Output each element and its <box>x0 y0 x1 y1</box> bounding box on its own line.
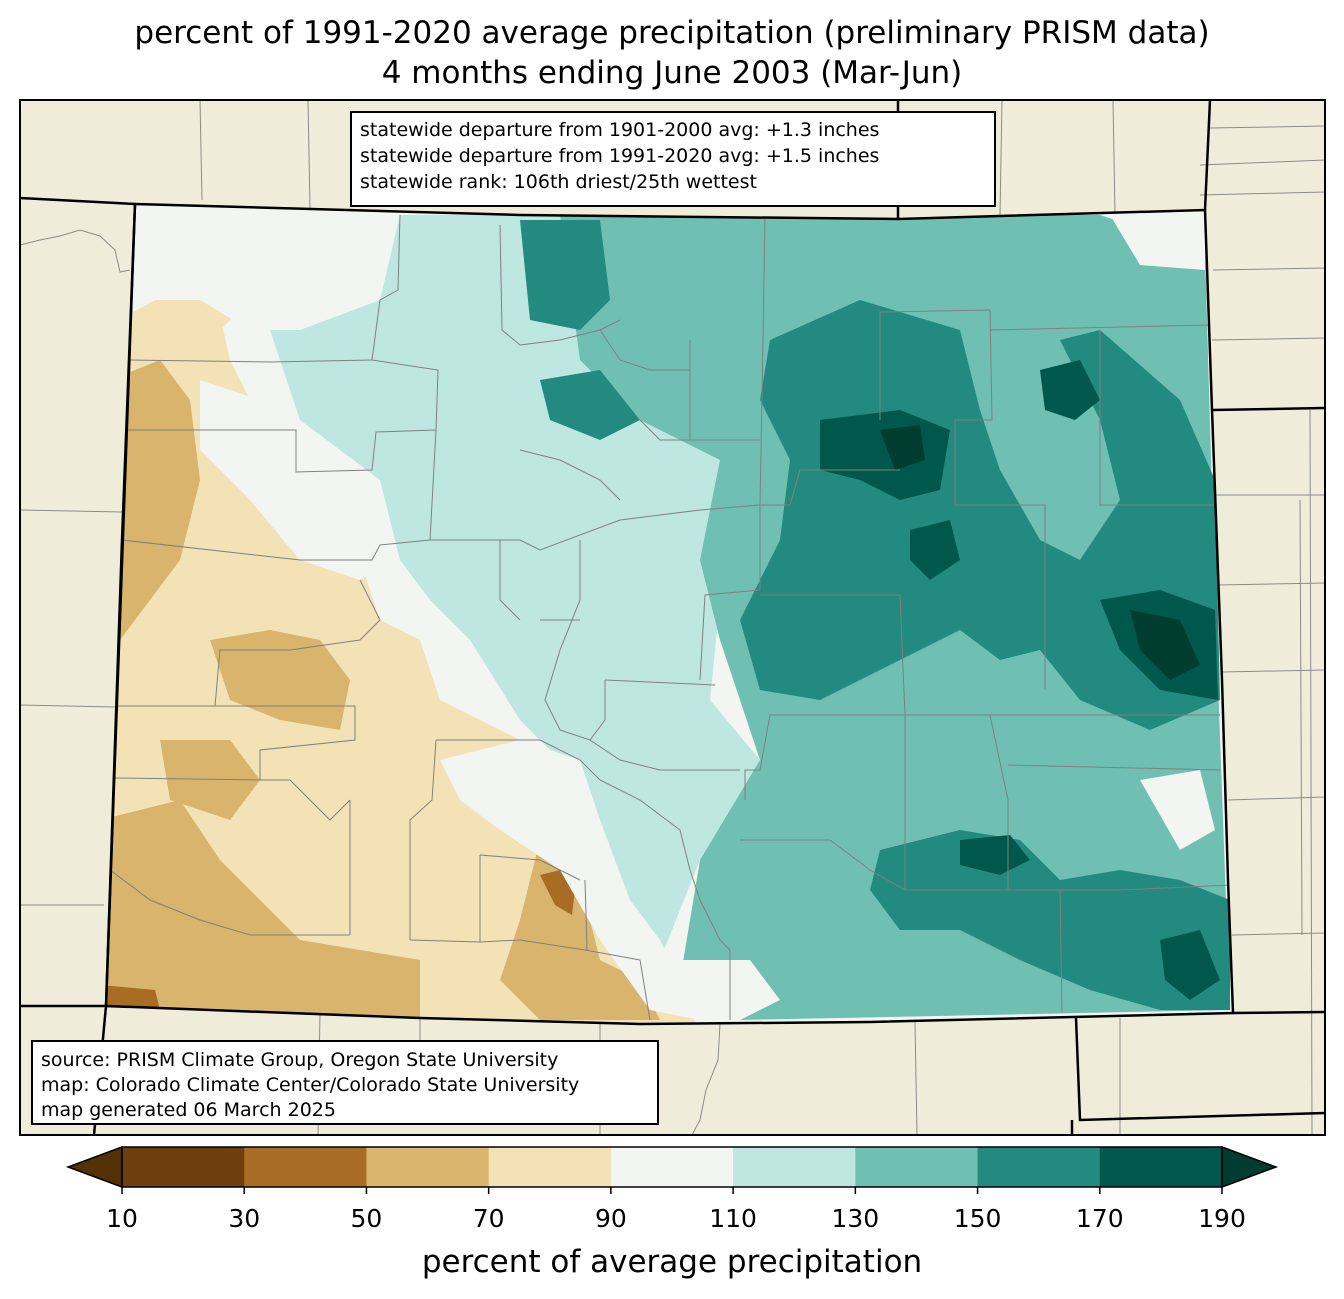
colorbar-tick-label: 90 <box>594 1204 627 1233</box>
colorbar-label: percent of average precipitation <box>421 1244 923 1280</box>
stats-line-2: statewide departure from 1991-2020 avg: … <box>360 145 880 167</box>
colorbar-segments <box>122 1147 1223 1187</box>
colorbar-tick-label: 110 <box>709 1204 757 1233</box>
colorbar-segment <box>488 1147 612 1187</box>
stats-box: statewide departure from 1901-2000 avg: … <box>350 111 996 207</box>
colorbar-outline <box>121 1146 1223 1188</box>
colorbar-segment <box>977 1147 1101 1187</box>
colorbar-tick-label: 150 <box>953 1204 1002 1233</box>
colorbar-tick-label: 170 <box>1075 1204 1124 1233</box>
colorbar-under-arrow <box>65 1145 123 1189</box>
stats-line-1: statewide departure from 1901-2000 avg: … <box>360 119 880 141</box>
colorbar-tick-label: 190 <box>1198 1204 1246 1233</box>
credits-line-1: source: PRISM Climate Group, Oregon Stat… <box>41 1049 559 1071</box>
stats-line-3: statewide rank: 106th driest/25th wettes… <box>360 171 757 193</box>
colorbar-tickmarks <box>121 1187 1223 1194</box>
credits-box: source: PRISM Climate Group, Oregon Stat… <box>31 1040 659 1125</box>
colorbar-segment <box>366 1147 490 1187</box>
colorbar-tick-label: 30 <box>228 1204 261 1233</box>
map-title: percent of 1991-2020 average precipitati… <box>134 15 1210 51</box>
colorbar-tick-label: 70 <box>472 1204 505 1233</box>
county-lines <box>109 214 1231 1021</box>
map-frame <box>19 99 1326 1136</box>
colorbar-tick-label: 130 <box>831 1204 880 1233</box>
colorbar-segment <box>1099 1147 1223 1187</box>
colorbar-segment <box>855 1147 979 1187</box>
colorbar-segment <box>733 1147 856 1187</box>
colorbar-segment <box>122 1147 245 1187</box>
colorbar-segment <box>610 1147 734 1187</box>
map-subtitle: 4 months ending June 2003 (Mar-Jun) <box>381 55 963 91</box>
colorbar-tick-label: 10 <box>106 1204 138 1233</box>
colorbar-over-arrow <box>1221 1145 1279 1189</box>
colorbar-segment <box>244 1147 367 1187</box>
colorbar-tick-label: 50 <box>350 1204 383 1233</box>
credits-line-2: map: Colorado Climate Center/Colorado St… <box>41 1074 580 1096</box>
credits-line-3: map generated 06 March 2025 <box>41 1099 336 1121</box>
